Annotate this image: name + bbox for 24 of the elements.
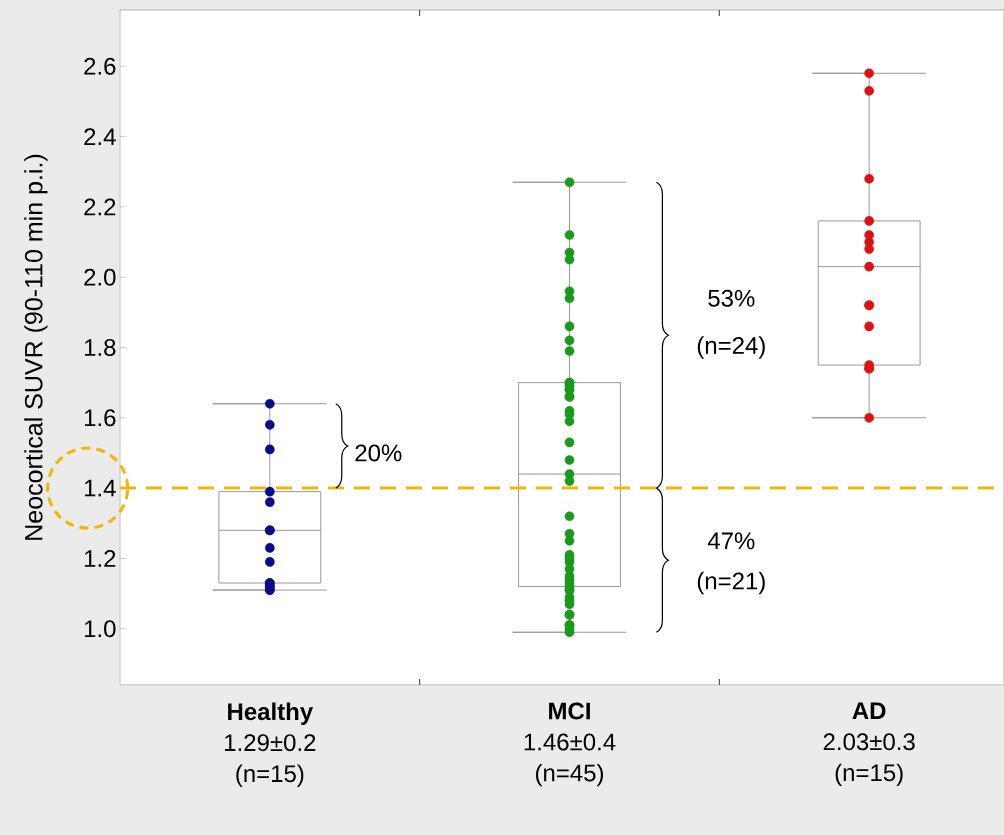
y-tick-label: 2.2 — [84, 198, 116, 216]
x-tick-label: MCI — [549, 702, 590, 720]
annotation: 47% — [707, 532, 755, 550]
text: (n=15) — [835, 763, 903, 786]
y-tick-label: 2.6 — [84, 57, 116, 75]
y-tick-label: 1.0 — [84, 620, 116, 638]
text: (n=45) — [535, 763, 604, 787]
text: (n=15) — [236, 764, 304, 787]
y-tick-label: 2.0 — [84, 268, 116, 286]
y-tick-label: 1.6 — [84, 409, 116, 427]
y-tick-label: 1.8 — [84, 339, 116, 356]
y-tick-label: 2.4 — [84, 128, 116, 145]
x-tick-label: AD — [852, 702, 886, 720]
y-tick-label: 1.2 — [84, 550, 116, 567]
x-tick-label: Healthy — [228, 702, 314, 725]
annotation: 53% — [708, 289, 755, 307]
y-tick-label: 1.4 — [84, 479, 116, 497]
text: 1.46±0.4 — [524, 733, 616, 751]
text: 2.03±0.3 — [823, 733, 915, 751]
annotation: 20% — [355, 444, 402, 462]
annotation: (n=21) — [697, 571, 765, 595]
y-axis-title: Neocortical SUVR (90-110 min p.i.) — [24, 154, 48, 540]
annotation: (n=24) — [697, 336, 765, 359]
text: 1.29±0.2 — [225, 734, 316, 752]
